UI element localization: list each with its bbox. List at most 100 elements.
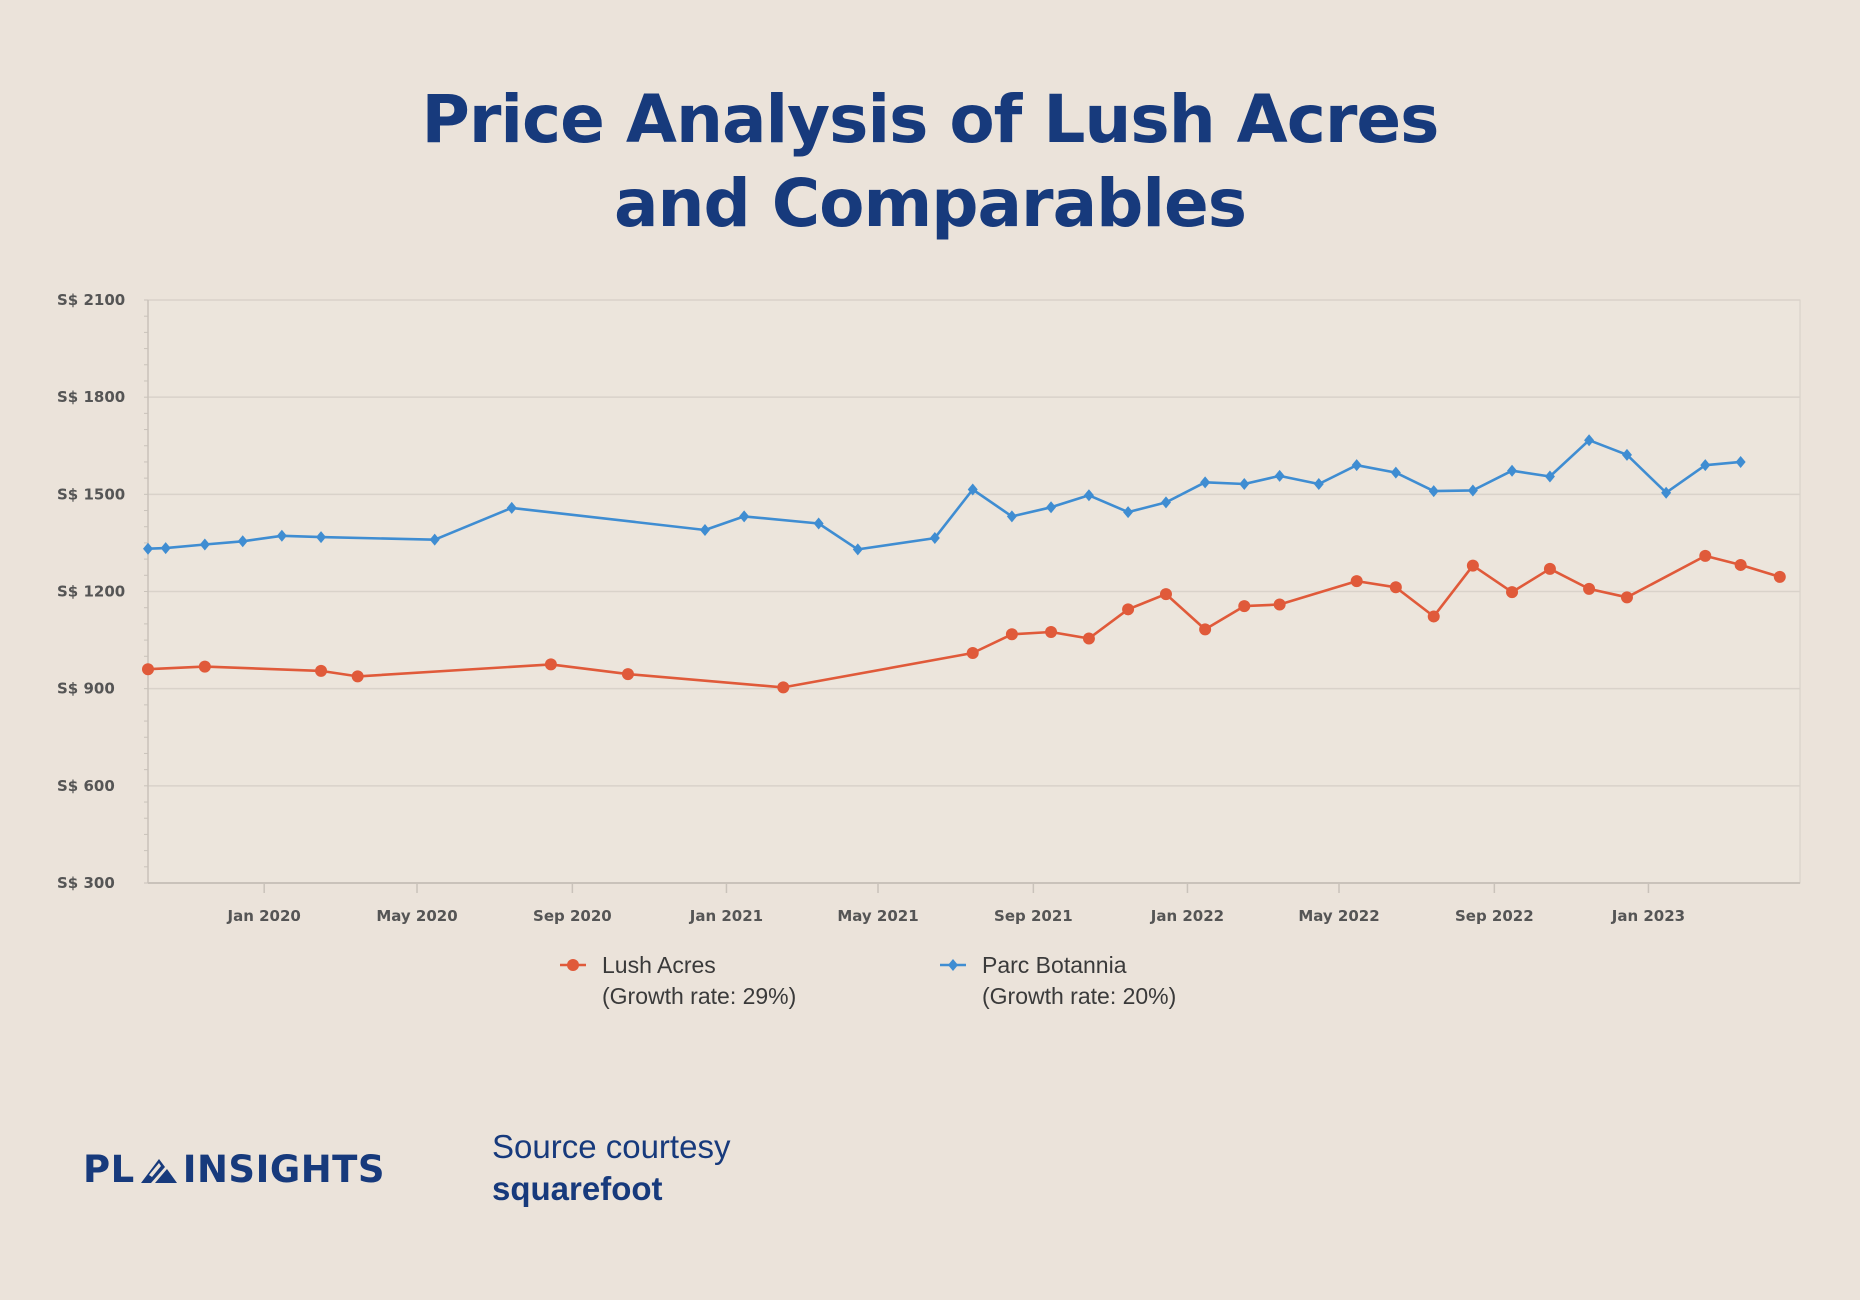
y-tick-label: S$ 300 [57,874,115,892]
data-point [1273,598,1286,611]
grid-lines [148,299,1800,787]
series-parc-botannia [143,434,1746,556]
data-point [506,501,517,514]
data-point [1390,466,1401,479]
data-point [1466,559,1479,572]
legend-label: Lush Acres [602,952,716,978]
data-point [1122,603,1135,616]
x-axis-ticks: Jan 2020 May 2020 Sep 2020 Jan 2021 May 2021… [227,883,1685,925]
data-point [1544,470,1555,483]
data-point [1621,448,1632,461]
data-point [1620,591,1633,604]
source-note: Source courtesy squarefoot [492,1126,730,1210]
data-point [966,647,979,660]
y-tick-label: S$ 2100 [57,291,125,309]
data-point [429,533,440,546]
legend-growth-rate: (Growth rate: 20%) [982,983,1176,1009]
data-point [544,658,557,671]
data-point [160,542,171,555]
data-point [777,681,790,694]
data-point [1428,485,1439,498]
data-point [1467,484,1478,497]
x-tick-label: Jan 2022 [1150,907,1224,925]
y-axis-ticks: S$ 300 S$ 600 S$ 900 S$ 1200 S$ 1500 S$ 1800 S… [57,291,148,892]
legend-marker [948,959,958,971]
x-tick-label: Jan 2023 [1611,907,1685,925]
source-line2: squarefoot [492,1170,663,1207]
data-point [1045,625,1058,638]
data-point [142,663,154,676]
chart-title-line1: Price Analysis of Lush Acres [421,81,1440,158]
pl-insights-logo: PL INSIGHTS [83,1148,385,1191]
data-point [276,529,287,542]
data-point [1699,549,1712,562]
data-point [1584,434,1595,447]
data-point [237,535,248,548]
legend-marker [567,959,579,971]
x-tick-label: Jan 2020 [227,907,301,925]
chart-title-line2: and Comparables [613,165,1247,242]
y-tick-label: S$ 900 [57,680,115,698]
data-point [1351,459,1362,472]
data-point [198,660,211,673]
logo-text-right: INSIGHTS [182,1148,386,1191]
series-lush-acres [142,549,1786,694]
legend-label: Parc Botannia [982,952,1127,978]
data-point [1350,575,1363,588]
data-point [1199,623,1212,636]
legend-item: Lush Acres (Growth rate: 29%) [560,952,796,1009]
data-point [1507,464,1518,477]
data-point [1583,582,1596,595]
data-point [1160,496,1171,509]
data-point [1123,506,1134,519]
data-point [813,517,824,530]
data-point [699,523,710,536]
data-point [1700,459,1711,472]
legend-item: Parc Botannia (Growth rate: 20%) [940,952,1176,1009]
data-point [1661,486,1672,499]
x-tick-label: Sep 2020 [533,907,612,925]
data-point [1543,562,1556,575]
data-point [1046,501,1057,514]
data-point [143,542,153,555]
data-point [1238,600,1251,613]
y-tick-label: S$ 600 [57,777,115,795]
data-point [315,664,328,677]
legend-growth-rate: (Growth rate: 29%) [602,983,796,1009]
data-point [1389,581,1402,594]
logo-mark-icon [140,1158,177,1183]
x-tick-label: Sep 2022 [1455,907,1534,925]
data-point [1159,588,1172,601]
legend: Lush Acres (Growth rate: 29%) Parc Botanni… [560,952,1176,1009]
chart-title: Price Analysis of Lush Acres and Compara… [0,78,1860,246]
data-point [1005,628,1018,641]
data-point [351,670,364,683]
data-point [1735,455,1746,468]
data-point [1313,477,1324,490]
data-point [1773,570,1786,583]
x-tick-label: Jan 2021 [689,907,763,925]
data-point [1506,586,1519,599]
data-point [967,483,978,496]
y-tick-label: S$ 1500 [57,485,125,503]
x-tick-label: Sep 2021 [994,907,1073,925]
data-point [1427,610,1440,623]
x-tick-label: May 2021 [837,907,918,925]
x-tick-label: May 2020 [376,907,457,925]
series-group [142,434,1786,694]
data-point [316,531,327,544]
data-point [1239,477,1250,490]
x-tick-label: May 2022 [1298,907,1379,925]
y-tick-label: S$ 1800 [57,388,125,406]
series-line [147,438,1741,551]
data-point [199,538,210,551]
data-point [1274,469,1285,482]
source-line1: Source courtesy [492,1128,731,1165]
data-point [1082,632,1095,645]
data-point [852,543,863,556]
data-point [1200,476,1211,489]
data-point [621,668,634,681]
logo-text-left: PL [83,1148,135,1191]
data-point [929,532,940,545]
data-point [1734,558,1747,571]
